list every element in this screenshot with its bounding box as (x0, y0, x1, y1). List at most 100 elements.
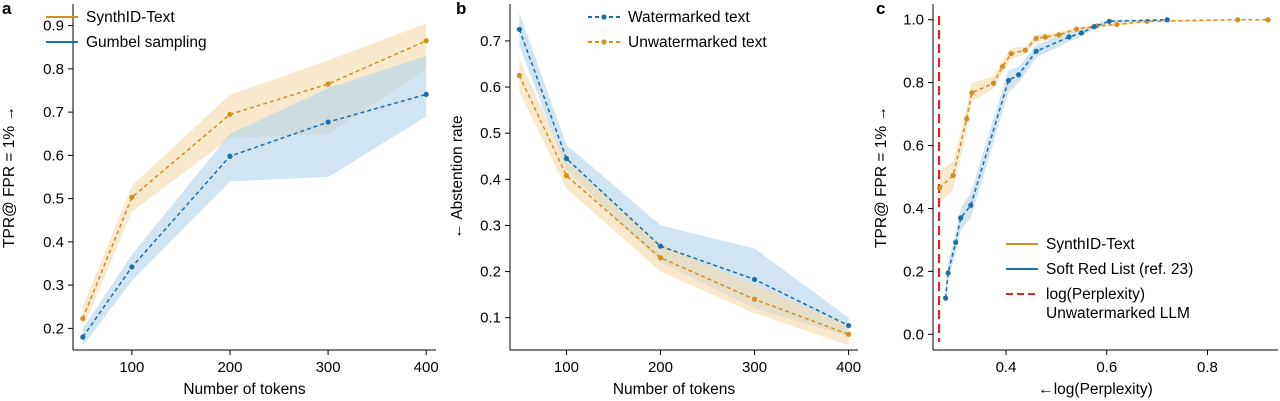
panel-b-y-tick-label: 0.1 (480, 310, 501, 327)
panel-a-y-axis-label: TPR@ FPR = 1% → (1, 106, 18, 248)
panel-a-series-1-point (325, 119, 331, 125)
panel-c-series-1-point (1164, 17, 1170, 23)
panel-a-y-tick-label: 0.9 (43, 18, 64, 35)
panel-c-series-1-point (1091, 24, 1097, 30)
panel-a-series-0-point (227, 111, 233, 117)
panel-b-series-1-point (845, 331, 852, 337)
panel-c-series-1-point (958, 215, 964, 221)
panel-c-series-0-point (999, 63, 1006, 70)
panel-b-series-0-point (563, 155, 570, 162)
panel-a-series-1-point (227, 153, 233, 159)
panel-c-chart: 0.4 0.6 0.8 0.0 0.2 0.4 0.6 0.8 1.0 ←log(Perplexi… (873, 4, 1278, 398)
panel-c-legend-label-0: SynthID-Text (1046, 236, 1135, 253)
panel-c-series-0-point (936, 185, 943, 191)
panel-a-series-0-point (80, 315, 86, 322)
panel-b-y-axis-label: ← Abstention rate (449, 115, 466, 238)
panel-b-series-1-point (657, 255, 664, 261)
panel-b-x-tick-label: 200 (648, 359, 673, 376)
panel-c-series-0-point (1114, 21, 1120, 28)
panel-a-y-tick-label: 0.4 (43, 234, 64, 251)
panel-a-series-1-point (129, 264, 135, 270)
panel-b-series-0-point (516, 26, 523, 32)
panel-a-legend-label-1: Gumbel sampling (86, 34, 207, 51)
panel-a-series-0-point (423, 38, 429, 44)
panel-b-y-tick-label: 0.2 (480, 264, 501, 281)
panel-b-y-tick-label: 0.6 (480, 79, 501, 96)
panel-c-x-tick-label: 0.4 (996, 359, 1017, 376)
panel-c-series-0-point (950, 172, 956, 179)
panel-a-x-tick-label: 100 (119, 359, 144, 376)
panel-b-chart: 100 200 300 400 0.1 0.2 0.3 0.4 0.5 0.6 0.7 Number … (449, 4, 861, 398)
panel-c-series-0-point (1056, 32, 1062, 38)
panel-c-legend-label-ref-line1: log(Perplexity) (1046, 286, 1145, 303)
panel-c-series-0-point (1042, 34, 1048, 40)
panel-c-legend-label-1: Soft Red List (ref. 23) (1046, 261, 1193, 278)
panel-b-y-tick-label: 0.4 (480, 171, 501, 188)
panel-b-series-1-point (563, 173, 570, 179)
panel-c-series-1-point (1078, 30, 1085, 36)
panel-a-y-tick-label: 0.2 (43, 320, 64, 337)
panel-b-series-0-point (751, 276, 758, 283)
panel-b-series-0-point (657, 243, 664, 249)
panel-a-series-1-point (80, 334, 86, 340)
panel-c-series-1-line (944, 18, 1168, 299)
panel-a-x-tick-label: 300 (316, 359, 341, 376)
panel-a-y-tick-label: 0.7 (43, 104, 64, 121)
panel-a-y-tick-label: 0.3 (43, 277, 64, 294)
panel-c-series-0-point (964, 116, 970, 122)
panel-c-series-0-point (969, 90, 975, 96)
panel-c-series-0-point (990, 80, 997, 86)
panel-b-x-tick-label: 100 (554, 359, 579, 376)
panel-a-band-1 (82, 55, 427, 346)
panel-b-y-tick-label: 0.7 (480, 33, 501, 50)
panel-a-x-tick-label: 400 (414, 359, 439, 376)
panel-b-x-tick-label: 400 (836, 359, 861, 376)
panel-c-series-0-point (1033, 35, 1039, 41)
panel-c-legend-label-ref-line2: Unwatermarked LLM (1046, 305, 1190, 322)
panel-b-x-axis-label: Number of tokens (613, 381, 736, 398)
panel-c-series-1-point (1005, 77, 1012, 84)
panel-c-y-tick-label: 0.6 (903, 138, 924, 155)
panel-c-y-tick-label: 0.4 (903, 200, 924, 217)
panel-a-series-1-point (423, 91, 429, 97)
panel-c-series-1-point (1106, 18, 1112, 24)
panel-b-legend-marker-0 (601, 14, 607, 20)
panel-b-series-0-point (845, 322, 852, 329)
panel-c-series-1-point (953, 239, 959, 246)
panel-b-legend-marker-1 (601, 39, 607, 45)
panel-c-series-0-point (1008, 51, 1014, 57)
panel-c-series-0-point (1073, 26, 1080, 32)
panel-c-x-axis-label: ←log(Perplexity) (1038, 381, 1153, 398)
panel-a-chart: 100 200 300 400 0.2 0.3 0.4 0.5 0.6 0.7 0.8 0.9 Numb… (1, 4, 439, 398)
panel-a-x-tick-label: 200 (217, 359, 242, 376)
panel-c-series-0-line (938, 18, 1268, 189)
panel-c-series-0-point (1022, 47, 1028, 53)
panel-b-series-1-point (751, 296, 758, 302)
panel-b-legend-label-0: Watermarked text (628, 9, 750, 26)
panel-b-x-tick-label: 300 (742, 359, 767, 376)
panel-c-y-tick-label: 0.2 (903, 263, 924, 280)
panel-letter-a: a (2, 0, 12, 18)
panel-c-series-1-point (1016, 72, 1022, 78)
panel-c-series-1-point (968, 202, 974, 208)
panel-b-legend-label-1: Unwatermarked text (628, 34, 767, 51)
panel-a-legend-label-0: SynthID-Text (86, 9, 175, 26)
panel-letter-b: b (456, 0, 466, 18)
panel-a-x-axis-label: Number of tokens (183, 381, 306, 398)
panel-letter-c: c (876, 0, 885, 18)
panel-b-series-1-point (516, 72, 523, 79)
panel-c-series-1-point (1033, 48, 1039, 54)
panel-a-series-0-point (325, 81, 331, 87)
panel-c-series-1-point (1066, 34, 1072, 40)
panel-c-series-0-point (1235, 17, 1241, 23)
panel-b-y-tick-label: 0.3 (480, 217, 501, 234)
panel-a-y-tick-label: 0.6 (43, 147, 64, 164)
panel-a-y-tick-label: 0.8 (43, 61, 64, 78)
panel-c-band-0 (939, 19, 1268, 203)
panel-c-x-tick-label: 0.6 (1096, 359, 1117, 376)
panel-b-band-1 (519, 59, 849, 346)
panel-c-series-1-point (942, 295, 949, 301)
panel-c-series-1-point (945, 270, 951, 276)
panel-c-x-tick-label: 0.8 (1197, 359, 1218, 376)
